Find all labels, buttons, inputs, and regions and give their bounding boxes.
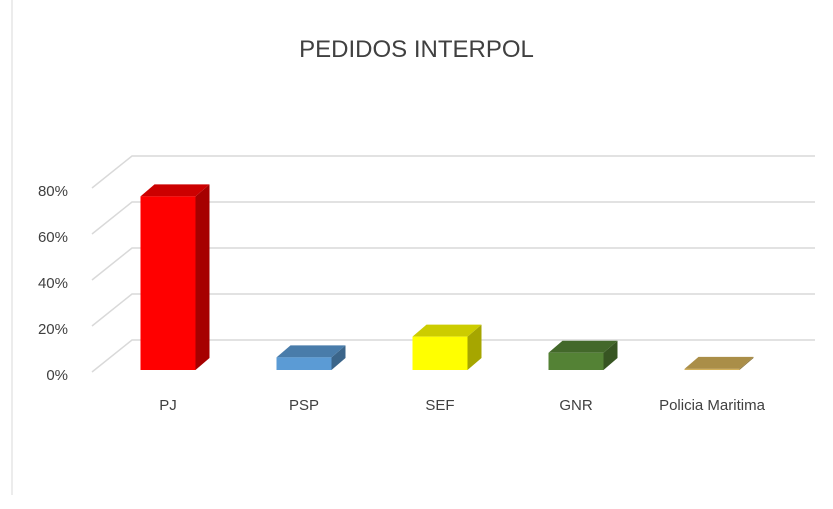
y-tick-label: 80% bbox=[37, 183, 68, 200]
bar bbox=[140, 184, 210, 370]
bar-front bbox=[276, 357, 332, 370]
bar bbox=[276, 345, 346, 370]
grid-line bbox=[91, 155, 815, 189]
bar bbox=[548, 340, 618, 370]
bar bbox=[684, 356, 754, 370]
y-tick-label: 40% bbox=[37, 275, 68, 292]
bar-front bbox=[684, 368, 740, 370]
bar-front bbox=[412, 336, 468, 370]
chart-title: PEDIDOS INTERPOL bbox=[299, 36, 534, 63]
x-tick-label: SEF bbox=[425, 397, 455, 414]
bar-top bbox=[412, 324, 482, 337]
x-tick-label: Policia Maritima bbox=[659, 397, 765, 414]
bar-side bbox=[467, 324, 482, 370]
y-tick-label: 0% bbox=[46, 367, 68, 384]
grid-line bbox=[91, 247, 815, 281]
bar-top bbox=[548, 340, 618, 353]
bar-side bbox=[331, 345, 346, 370]
x-tick-label: PSP bbox=[288, 397, 319, 414]
bar-side bbox=[195, 184, 210, 370]
bar-top bbox=[276, 345, 346, 358]
bar bbox=[412, 324, 482, 370]
bar-side bbox=[739, 356, 754, 370]
x-tick-label: PJ bbox=[159, 397, 177, 414]
y-tick-label: 20% bbox=[37, 321, 68, 338]
x-tick-label: GNR bbox=[559, 397, 593, 414]
grid-line bbox=[91, 339, 815, 373]
bar-front bbox=[140, 196, 196, 370]
y-tick-label: 60% bbox=[37, 229, 68, 246]
bar-front bbox=[548, 352, 604, 370]
grid-line bbox=[91, 201, 815, 235]
grid-line bbox=[91, 293, 815, 327]
bar-top bbox=[140, 184, 210, 197]
bar-side bbox=[603, 340, 618, 370]
bar-top bbox=[684, 356, 754, 369]
